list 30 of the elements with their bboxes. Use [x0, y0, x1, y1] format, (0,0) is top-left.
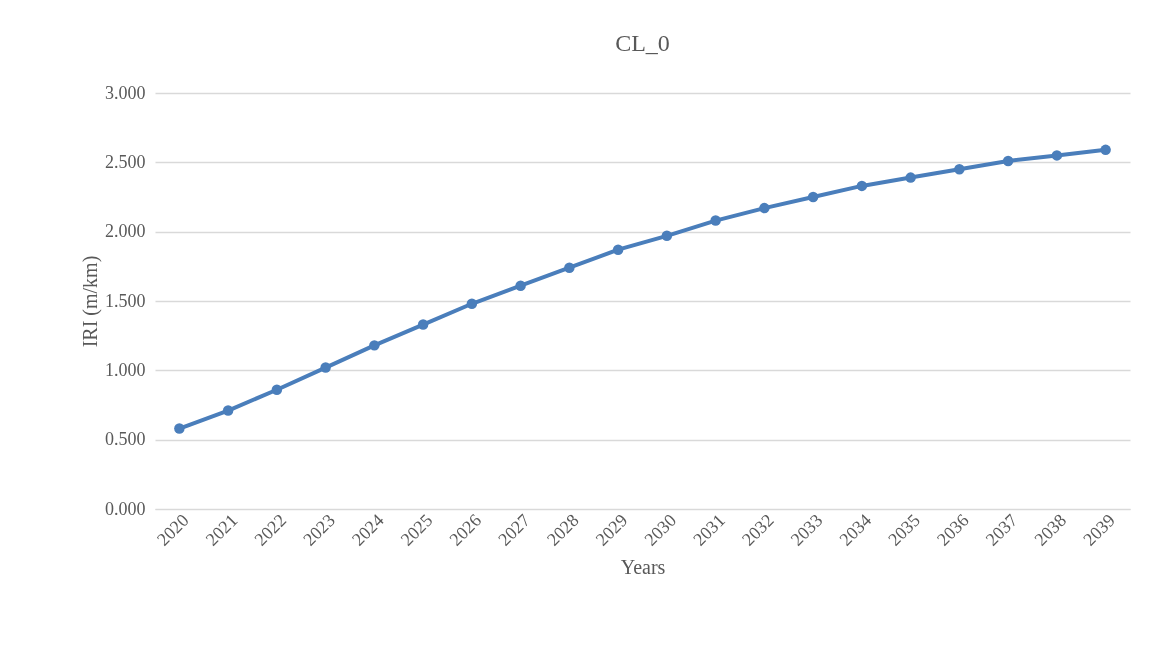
point [1051, 150, 1063, 161]
y-tick-label: 0.000 [105, 498, 146, 519]
point [856, 180, 868, 192]
y-tick-label: 3.000 [105, 82, 146, 103]
point [174, 423, 185, 434]
point [515, 280, 526, 291]
y-axis-title: IRI (m/km) [79, 255, 102, 348]
point [417, 319, 429, 330]
point [710, 215, 721, 226]
point [1002, 155, 1014, 167]
point [661, 230, 673, 242]
point [612, 244, 624, 255]
chart-title: CL_0 [615, 30, 670, 56]
y-tick-label: 2.500 [105, 151, 146, 172]
point [466, 298, 478, 310]
point [320, 362, 331, 373]
x-axis-title: Years [620, 555, 666, 578]
point [905, 172, 916, 183]
point [807, 191, 819, 203]
point [954, 164, 965, 175]
y-tick-label: 1.500 [105, 290, 146, 311]
point [271, 384, 283, 395]
y-tick-label: 0.500 [105, 429, 146, 450]
point [369, 340, 380, 351]
point [564, 262, 575, 273]
y-tick-label: 1.000 [105, 359, 146, 380]
point [222, 405, 234, 416]
point [1100, 144, 1111, 156]
point [759, 202, 770, 214]
y-tick-label: 2.000 [105, 221, 146, 242]
